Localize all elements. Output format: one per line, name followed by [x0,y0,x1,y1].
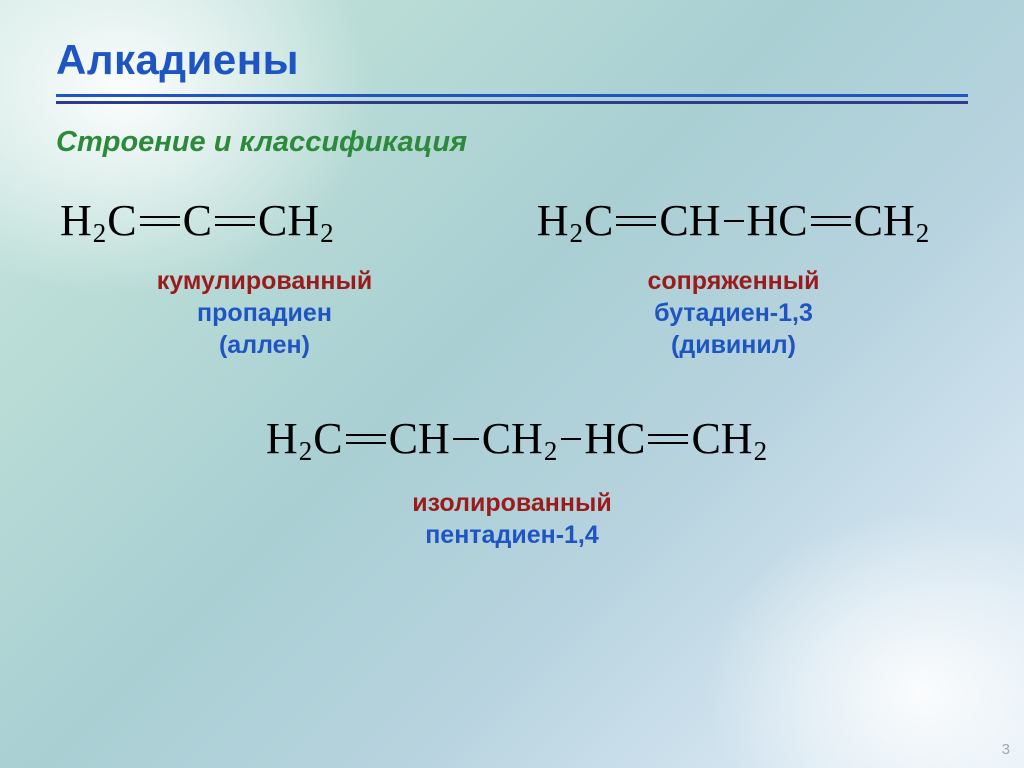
subscript: 2 [570,220,584,247]
slide-subtitle: Строение и классификация [56,126,968,159]
atom-text: C [313,417,342,461]
slide-title: Алкадиены [56,36,968,84]
atom-text: C [183,199,212,243]
single-bond-icon [453,438,479,440]
top-row: H2CCCH2 кумулированный пропадиен (аллен)… [56,199,968,361]
double-bond-icon [811,216,851,226]
type-label: изолированный [412,487,611,519]
atom-text: HC [584,417,645,461]
double-bond-icon [648,434,688,444]
single-bond-icon [724,220,744,222]
butadiene-formula: H2CCHHCCH2 [537,199,931,243]
propadiene-block: H2CCCH2 кумулированный пропадиен (аллен) [56,199,509,361]
double-bond-icon [616,216,656,226]
atom-text: HC [747,199,808,243]
rule-bottom [56,101,968,104]
type-label: сопряженный [647,265,819,297]
atom-text: CH [258,199,319,243]
propadiene-caption: кумулированный пропадиен (аллен) [157,265,372,361]
atom-text: C [107,199,136,243]
atom-text: H [537,199,569,243]
pentadiene-caption: изолированный пентадиен-1,4 [412,487,611,551]
atom-text: CH [659,199,720,243]
compound-name: пентадиен-1,4 [412,519,611,551]
single-bond-icon [561,438,581,440]
subscript: 2 [544,438,558,465]
subscript: 2 [916,220,930,247]
atom-text: H [266,417,298,461]
compound-alt: (аллен) [157,329,372,361]
subscript: 2 [754,438,768,465]
double-bond-icon [346,434,386,444]
atom-text: C [584,199,613,243]
atom-text: H [60,199,92,243]
title-underline [56,94,968,104]
atom-text: CH [482,417,543,461]
pentadiene-block: H2CCHCH2HCCH2 изолированный пентадиен-1,… [56,417,968,551]
butadiene-caption: сопряженный бутадиен-1,3 (дивинил) [647,265,819,361]
atom-text: CH [854,199,915,243]
subscript: 2 [93,220,107,247]
atom-text: CH [691,417,752,461]
subscript: 2 [299,438,313,465]
page-number: 3 [1002,741,1010,758]
slide: Алкадиены Строение и классификация H2CCC… [0,0,1024,768]
propadiene-formula: H2CCCH2 [60,199,335,243]
type-label: кумулированный [157,265,372,297]
double-bond-icon [140,216,180,226]
compound-name: бутадиен-1,3 [647,297,819,329]
double-bond-icon [215,216,255,226]
atom-text: CH [389,417,450,461]
butadiene-block: H2CCHHCCH2 сопряженный бутадиен-1,3 (див… [509,199,968,361]
pentadiene-formula: H2CCHCH2HCCH2 [266,417,768,461]
compound-alt: (дивинил) [647,329,819,361]
subscript: 2 [320,220,334,247]
compound-name: пропадиен [157,297,372,329]
